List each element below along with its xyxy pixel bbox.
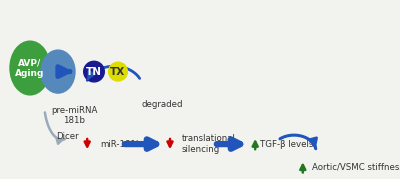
Ellipse shape [10,41,50,95]
Text: miR-181b: miR-181b [100,140,142,149]
Circle shape [84,61,104,82]
Text: TGF-β levels: TGF-β levels [260,140,313,149]
Text: degraded: degraded [142,100,184,109]
Text: TX: TX [110,67,126,77]
Text: Dicer: Dicer [56,132,79,141]
Text: translational
silencing: translational silencing [182,134,236,154]
Text: AVP/
Aging: AVP/ Aging [15,58,45,78]
Ellipse shape [41,50,75,93]
Circle shape [109,62,127,81]
Text: TN: TN [86,67,102,77]
Text: Aortic/VSMC stiffness: Aortic/VSMC stiffness [312,163,400,172]
Text: pre-miRNA
181b: pre-miRNA 181b [51,106,97,125]
